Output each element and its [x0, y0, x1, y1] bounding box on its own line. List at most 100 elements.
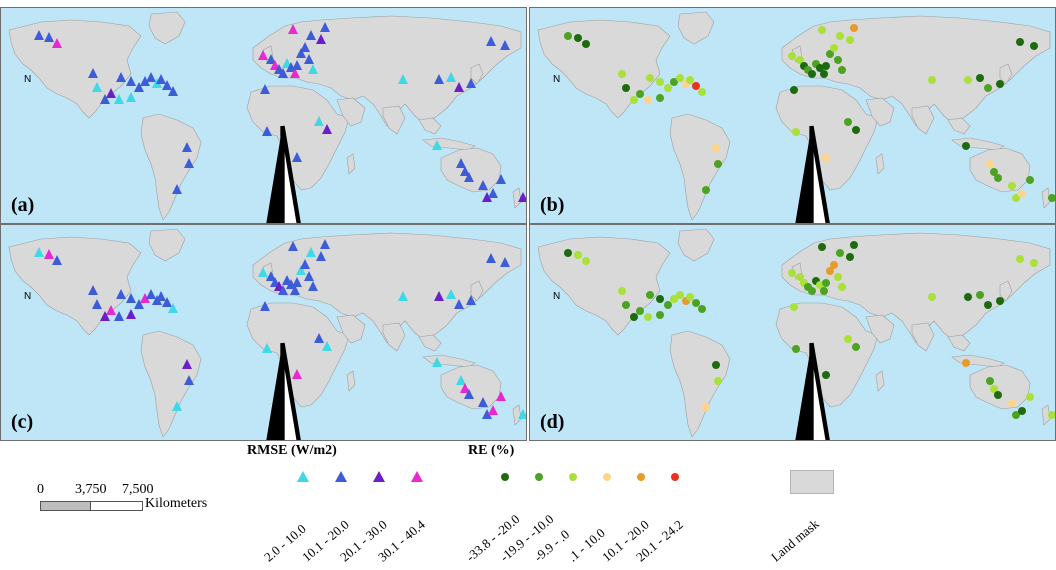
- station-marker: [836, 32, 844, 40]
- landmass-north-america: [8, 19, 142, 119]
- station-marker: [796, 273, 804, 281]
- station-marker: [446, 289, 456, 299]
- station-marker: [686, 293, 694, 301]
- station-marker: [850, 24, 858, 32]
- station-marker: [292, 369, 302, 379]
- station-marker: [622, 84, 630, 92]
- landmass-australia: [969, 364, 1031, 410]
- station-marker: [296, 48, 306, 58]
- station-marker: [714, 377, 722, 385]
- landmass-north-america: [8, 236, 142, 336]
- landmass-south-america: [140, 330, 202, 438]
- station-marker: [292, 277, 302, 287]
- landmass-se-asia: [947, 117, 971, 135]
- land-mask-label: Land mask: [768, 516, 822, 565]
- station-marker: [398, 291, 408, 301]
- station-marker: [656, 94, 664, 102]
- station-marker: [564, 249, 572, 257]
- station-marker: [1048, 411, 1055, 419]
- landmass-japan: [470, 280, 484, 302]
- station-marker: [288, 24, 298, 34]
- station-marker: [106, 305, 116, 315]
- station-marker: [820, 70, 828, 78]
- rmse-legend-symbol: [335, 471, 347, 482]
- station-marker: [52, 255, 62, 265]
- station-marker: [478, 180, 488, 190]
- map-panel-d: N (d): [529, 224, 1056, 441]
- station-marker: [92, 299, 102, 309]
- station-marker: [622, 301, 630, 309]
- re-legend-label: .1 - 10.0: [565, 525, 608, 565]
- station-marker: [518, 409, 526, 419]
- station-marker: [306, 247, 316, 257]
- station-marker: [292, 152, 302, 162]
- station-marker: [320, 239, 330, 249]
- station-marker: [996, 80, 1004, 88]
- station-marker: [712, 361, 720, 369]
- station-marker: [290, 68, 300, 78]
- station-marker: [636, 307, 644, 315]
- station-marker: [646, 74, 654, 82]
- station-marker: [288, 241, 298, 251]
- station-marker: [676, 291, 684, 299]
- land-mask-swatch: [790, 470, 834, 494]
- station-marker: [692, 299, 700, 307]
- station-marker: [454, 82, 464, 92]
- map-c-svg: [8, 228, 526, 438]
- north-arrow-icon: N: [19, 291, 301, 440]
- landmass-australia: [969, 147, 1031, 193]
- station-marker: [984, 84, 992, 92]
- station-marker: [1018, 407, 1026, 415]
- station-marker: [488, 188, 498, 198]
- station-marker: [140, 76, 150, 86]
- station-marker: [702, 186, 710, 194]
- station-marker: [278, 285, 288, 295]
- station-marker: [100, 311, 110, 321]
- station-marker: [656, 295, 664, 303]
- station-marker: [88, 68, 98, 78]
- station-marker: [278, 68, 288, 78]
- landmass-greenland: [148, 11, 186, 45]
- station-marker: [478, 397, 488, 407]
- station-marker: [838, 283, 846, 291]
- landmass-se-asia: [418, 334, 442, 352]
- rmse-legend-symbol: [411, 471, 423, 482]
- station-marker: [44, 249, 54, 259]
- station-marker: [500, 257, 510, 267]
- station-marker: [676, 74, 684, 82]
- landmass-australia: [440, 364, 502, 410]
- station-marker: [850, 241, 858, 249]
- station-marker: [834, 56, 842, 64]
- station-marker: [714, 160, 722, 168]
- landmass-india: [911, 322, 935, 352]
- station-marker: [314, 333, 324, 343]
- station-marker: [670, 295, 678, 303]
- station-marker: [664, 301, 672, 309]
- station-marker: [456, 158, 466, 168]
- station-marker: [34, 247, 44, 257]
- station-marker: [184, 158, 194, 168]
- station-marker: [290, 285, 300, 295]
- landmass-south-america: [669, 330, 731, 438]
- station-marker: [184, 375, 194, 385]
- station-marker: [296, 265, 306, 275]
- station-marker: [466, 295, 476, 305]
- station-marker: [852, 343, 860, 351]
- landmass-india: [911, 105, 935, 135]
- station-marker: [34, 30, 44, 40]
- station-marker: [686, 76, 694, 84]
- station-marker: [564, 32, 572, 40]
- station-marker: [454, 299, 464, 309]
- map-panel-a: N (a): [0, 7, 527, 224]
- station-marker: [1026, 176, 1034, 184]
- station-marker: [618, 287, 626, 295]
- station-marker: [822, 371, 830, 379]
- station-marker: [630, 313, 638, 321]
- station-marker: [306, 30, 316, 40]
- station-marker: [156, 74, 166, 84]
- station-marker: [644, 313, 652, 321]
- station-marker: [698, 305, 706, 313]
- landmass-se-asia: [418, 117, 442, 135]
- station-marker: [1012, 194, 1020, 202]
- station-marker: [466, 78, 476, 88]
